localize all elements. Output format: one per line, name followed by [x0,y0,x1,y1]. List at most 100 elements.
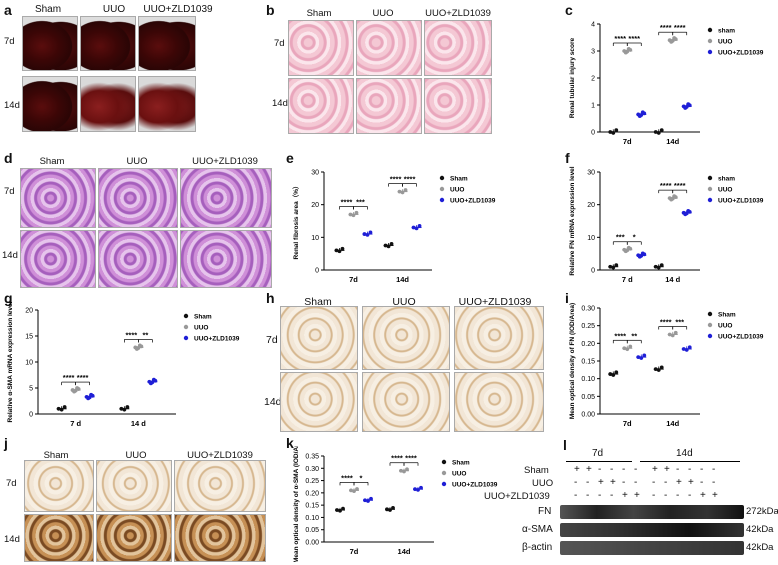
row-label-14d: 14d [2,250,18,261]
data-point [134,347,139,351]
x-tick-label: 7d [623,419,632,428]
y-tick-label: 2 [591,76,595,83]
sig-stars: **** [614,34,626,43]
wb-lane-mark: + [676,477,682,488]
ihc-asma-micrograph [96,460,172,512]
wb-lane-mark: - [712,464,716,475]
sig-stars: * [360,473,363,482]
data-point [62,405,67,409]
wb-band-asma [560,523,744,537]
wb-lane-mark: - [622,464,626,475]
panel-letter-b: b [266,2,275,18]
sig-stars: *** [675,318,684,327]
y-tick-label: 0.25 [305,478,319,485]
wb-lane-mark: - [610,490,614,501]
data-point [683,212,688,217]
pas-micrograph [20,168,96,228]
col-header-uuo: UUO [126,156,148,167]
legend-marker [707,197,713,203]
panel-letter-e: e [286,150,294,166]
wb-lane-mark: - [634,477,638,488]
wb-lane-mark: + [610,477,616,488]
wb-band-size: 42kDa [746,542,774,553]
sig-stars: **** [391,454,403,463]
wb-time-7d: 7d [592,448,604,459]
col-header-sham: Sham [43,450,69,461]
ihc-fn-micrograph [280,372,358,432]
y-axis-label: Relative α-SMA mRNA expression level [7,301,14,422]
ihc-fn-micrograph [280,306,358,370]
data-point [672,36,677,40]
y-tick-label: 10 [25,360,33,367]
legend-label: Sham [194,314,212,321]
data-point [673,330,678,335]
legend-marker [439,175,445,181]
data-point [86,396,91,401]
sig-stars: *** [356,197,365,206]
data-point [125,405,130,409]
pas-micrograph [180,168,272,228]
wb-band-size: 272kDa [746,506,778,517]
sig-stars: **** [628,34,640,43]
data-point [659,128,664,133]
wb-lane-mark: + [574,464,580,475]
col-header-zld: UUO+ZLD1039 [192,156,258,167]
wb-lane-mark: - [664,490,668,501]
y-tick-label: 5 [29,386,33,393]
he-micrograph [424,78,492,134]
y-tick-label: 15 [25,334,33,341]
panel-letter-i: i [565,290,569,306]
y-tick-label: 3 [591,49,595,56]
legend-marker [707,311,713,317]
y-tick-label: 30 [587,170,595,177]
sig-stars: **** [674,23,686,32]
y-tick-label: 0.30 [305,466,319,473]
pas-micrograph [98,230,178,288]
panel-letter-h: h [266,290,275,306]
y-axis-label: Renal tubular injury score [569,38,576,119]
sig-stars: * [633,233,636,242]
x-tick-label: 14d [398,547,411,556]
legend-label: UUO+ZLD1039 [718,198,764,205]
wb-lane-mark: - [700,477,704,488]
data-point [137,343,142,348]
wb-row-label-zld: UUO+ZLD1039 [484,491,550,502]
row-label-14d: 14d [272,98,288,109]
ihc-asma-micrograph [24,460,94,512]
y-tick-label: 0.15 [305,503,319,510]
row-label-7d: 7d [266,334,278,346]
wb-lane-mark: - [622,477,626,488]
he-micrograph [288,20,354,76]
sig-stars: **** [674,181,686,190]
data-point [623,50,628,55]
y-tick-label: 20 [311,202,319,209]
wb-lane-mark: - [652,490,656,501]
wb-lane-mark: - [610,464,614,475]
chart-panel-i: Mean optical density of FN (IOD/Area) 0.0… [569,303,764,428]
col-header-uuo: UUO [102,4,126,15]
wb-lane-mark: - [712,477,716,488]
row-label-7d: 7d [6,478,17,489]
legend-marker [439,186,445,192]
wb-lane-mark: - [574,477,578,488]
data-point [686,102,691,107]
legend-marker [183,313,189,319]
sig-stars: **** [341,473,353,482]
data-point [340,246,345,251]
wb-lane-mark: - [586,477,590,488]
data-point [637,254,642,259]
legend-marker [707,322,713,328]
col-header-uuo: UUO [392,296,416,308]
kidney-photo [80,16,136,71]
wb-divider [640,461,740,462]
data-point [354,210,359,215]
ihc-fn-micrograph [454,372,544,432]
col-header-sham: Sham [304,296,332,308]
x-tick-label: 14 d [131,419,146,428]
y-tick-label: 20 [25,308,33,315]
data-point [669,197,674,202]
x-tick-label: 14d [396,275,409,284]
sig-stars: **** [341,197,353,206]
wb-band-label: α-SMA [522,524,553,535]
col-header-sham: Sham [39,156,65,167]
